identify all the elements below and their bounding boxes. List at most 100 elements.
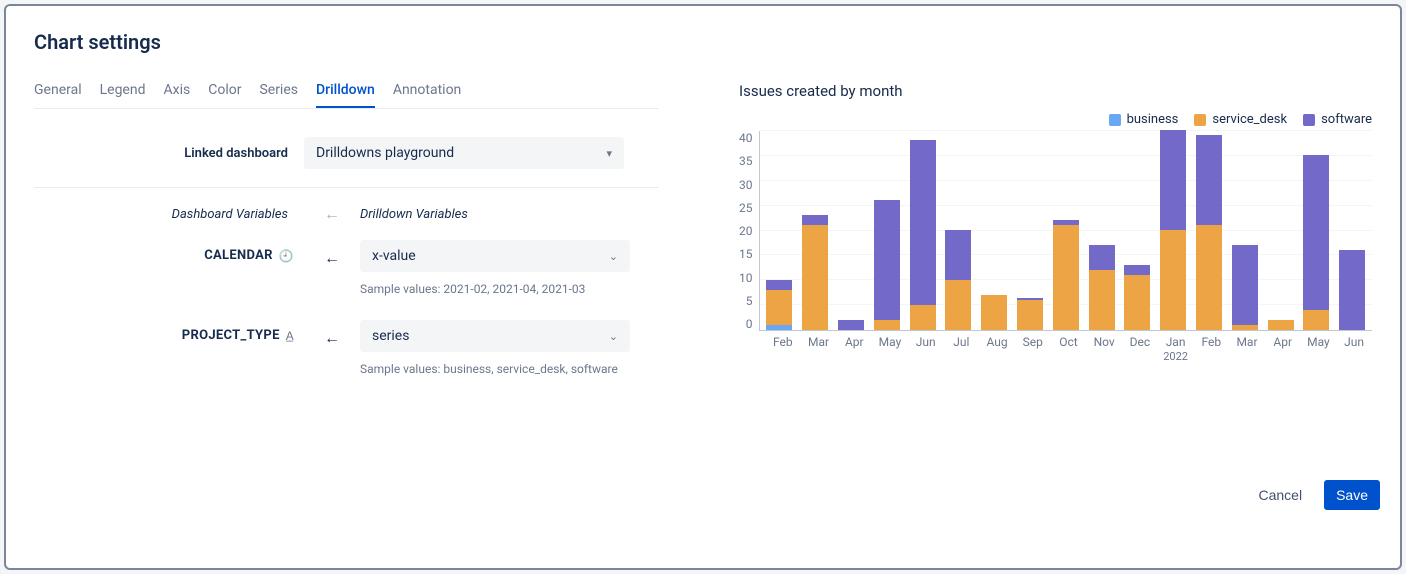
x-tick: Dec xyxy=(1122,335,1158,363)
bar-Feb[interactable] xyxy=(1191,131,1227,330)
bar-segment-software xyxy=(838,320,864,330)
bar-May[interactable] xyxy=(869,131,905,330)
x-tick: Jan2022 xyxy=(1158,335,1194,363)
tab-annotation[interactable]: Annotation xyxy=(393,82,461,108)
modal-footer: Cancel Save xyxy=(1246,480,1380,510)
x-tick: Feb xyxy=(765,335,801,363)
bar-Nov[interactable] xyxy=(1084,131,1120,330)
linked-dashboard-label: Linked dashboard xyxy=(34,146,304,161)
sample-values: Sample values: business, service_desk, s… xyxy=(360,360,630,378)
variable-name: CALENDAR🕘 xyxy=(34,240,304,263)
y-tick: 5 xyxy=(746,294,753,308)
x-tick: Jun xyxy=(908,335,944,363)
tab-general[interactable]: General xyxy=(34,82,82,108)
x-tick: Apr xyxy=(1265,335,1301,363)
bar-segment-software xyxy=(1339,250,1365,330)
legend-item-service_desk[interactable]: service_desk xyxy=(1194,112,1287,127)
bar-Sep[interactable] xyxy=(1012,131,1048,330)
save-button[interactable]: Save xyxy=(1324,480,1380,510)
bar-segment-software xyxy=(1303,155,1329,310)
y-axis: 4035302520151050 xyxy=(739,131,759,331)
sample-values: Sample values: 2021-02, 2021-04, 2021-03 xyxy=(360,280,630,298)
bar-Jun[interactable] xyxy=(1334,131,1370,330)
bar-Aug[interactable] xyxy=(976,131,1012,330)
x-tick: Sep xyxy=(1015,335,1051,363)
bar-segment-software xyxy=(1232,245,1258,325)
bar-segment-software xyxy=(874,200,900,320)
bar-segment-service_desk xyxy=(1017,300,1043,330)
bar-Oct[interactable] xyxy=(1048,131,1084,330)
chevron-down-icon: ⌄ xyxy=(609,250,618,263)
bar-segment-service_desk xyxy=(874,320,900,330)
variable-select-value: series xyxy=(372,328,409,344)
type-icon: 🕘 xyxy=(279,249,294,263)
cancel-button[interactable]: Cancel xyxy=(1246,480,1314,510)
bar-Apr[interactable] xyxy=(833,131,869,330)
bar-Jul[interactable] xyxy=(940,131,976,330)
bar-segment-software xyxy=(945,230,971,280)
bar-segment-service_desk xyxy=(1053,225,1079,330)
y-tick: 40 xyxy=(739,131,753,145)
y-tick: 20 xyxy=(739,224,753,238)
bar-segment-service_desk xyxy=(1303,310,1329,330)
linked-dashboard-select[interactable]: Drilldowns playground ▾ xyxy=(304,137,624,169)
bar-segment-software xyxy=(1089,245,1115,270)
tab-legend[interactable]: Legend xyxy=(100,82,146,108)
bar-segment-service_desk xyxy=(1268,320,1294,330)
variables-header: Dashboard Variables ← Drilldown Variable… xyxy=(34,204,659,224)
bar-Jun[interactable] xyxy=(905,131,941,330)
bar-segment-service_desk xyxy=(1124,275,1150,330)
tab-drilldown[interactable]: Drilldown xyxy=(316,82,375,108)
bar-May[interactable] xyxy=(1298,131,1334,330)
tabs: General Legend Axis Color Series Drilldown Ann… xyxy=(34,82,659,109)
bar-segment-service_desk xyxy=(981,295,1007,330)
x-tick: Jul xyxy=(944,335,980,363)
bar-segment-software xyxy=(1124,265,1150,275)
bar-Apr[interactable] xyxy=(1263,131,1299,330)
variable-select-calendar[interactable]: x-value ⌄ xyxy=(360,240,630,272)
modal-title: Chart settings xyxy=(34,30,1372,54)
x-tick: Apr xyxy=(836,335,872,363)
legend-item-business[interactable]: business xyxy=(1109,112,1179,127)
bar-segment-software xyxy=(1160,130,1186,230)
linked-dashboard-value: Drilldowns playground xyxy=(316,145,454,161)
chart-preview: Issues created by month businessservice_… xyxy=(739,82,1372,400)
bar-Feb[interactable] xyxy=(762,131,798,330)
bar-Jan[interactable] xyxy=(1155,131,1191,330)
variable-row-project_type: PROJECT_TYPEA̲←series⌄Sample values: bus… xyxy=(34,320,659,378)
y-tick: 30 xyxy=(739,178,753,192)
bar-Mar[interactable] xyxy=(797,131,833,330)
bar-segment-service_desk xyxy=(1089,270,1115,330)
bar-segment-service_desk xyxy=(910,305,936,330)
variable-select-value: x-value xyxy=(372,248,416,264)
x-tick: May xyxy=(872,335,908,363)
bar-segment-software xyxy=(766,280,792,290)
bar-Dec[interactable] xyxy=(1119,131,1155,330)
bar-Mar[interactable] xyxy=(1227,131,1263,330)
linked-dashboard-row: Linked dashboard Drilldowns playground ▾ xyxy=(34,127,659,179)
y-tick: 15 xyxy=(739,247,753,261)
tab-axis[interactable]: Axis xyxy=(164,82,191,108)
legend-label: service_desk xyxy=(1212,112,1287,127)
chart-legend: business service_desk software xyxy=(739,112,1372,127)
legend-item-software[interactable]: software xyxy=(1303,112,1372,127)
x-tick: May xyxy=(1301,335,1337,363)
legend-swatch xyxy=(1194,114,1206,126)
legend-swatch xyxy=(1109,114,1121,126)
legend-label: business xyxy=(1127,112,1179,127)
arrow-left-icon: ← xyxy=(304,204,360,224)
x-tick: Feb xyxy=(1193,335,1229,363)
bar-segment-service_desk xyxy=(1232,325,1258,330)
dashboard-variables-header: Dashboard Variables xyxy=(34,207,304,222)
variable-select-project_type[interactable]: series⌄ xyxy=(360,320,630,352)
chevron-down-icon: ▾ xyxy=(606,147,612,160)
x-tick: Aug xyxy=(979,335,1015,363)
tab-color[interactable]: Color xyxy=(208,82,241,108)
chart-settings-modal: Chart settings General Legend Axis Color Ser… xyxy=(4,4,1402,570)
bar-segment-service_desk xyxy=(1196,225,1222,330)
legend-swatch xyxy=(1303,114,1315,126)
x-tick: Jun xyxy=(1336,335,1372,363)
x-tick: Mar xyxy=(1229,335,1265,363)
tab-series[interactable]: Series xyxy=(259,82,298,108)
bar-segment-service_desk xyxy=(766,290,792,325)
